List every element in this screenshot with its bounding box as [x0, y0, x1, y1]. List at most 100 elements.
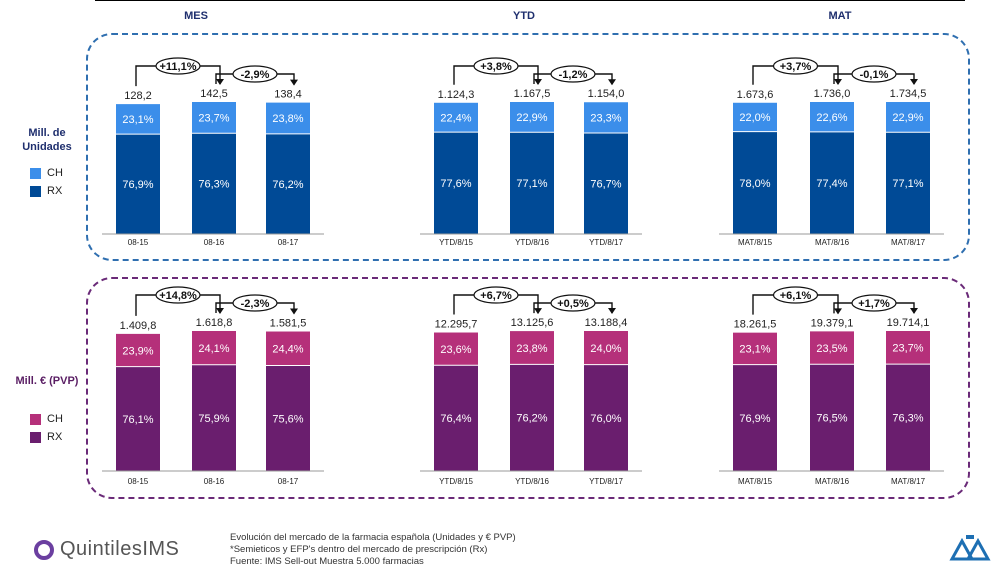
bar-rx — [192, 364, 236, 471]
total-label: 1.167,5 — [514, 88, 551, 100]
units-frame — [86, 33, 970, 261]
change-badge — [550, 294, 596, 312]
data-label-ch: 24,4% — [272, 344, 303, 356]
bar-rx — [192, 133, 236, 234]
data-label-rx: 76,4% — [440, 413, 471, 425]
data-label-ch: 24,1% — [198, 343, 229, 355]
data-label-ch: 23,9% — [122, 345, 153, 357]
value-frame — [86, 277, 970, 499]
bar-ch — [584, 102, 628, 133]
bar-rx — [810, 364, 854, 471]
tick-label: 08-16 — [204, 477, 225, 486]
tick-label: 08-16 — [204, 238, 225, 247]
section-title-ytd: YTD — [513, 10, 535, 22]
data-label-ch: 23,1% — [739, 344, 770, 356]
data-label-ch: 22,4% — [440, 112, 471, 124]
change-badge — [473, 57, 519, 75]
data-label-rx: 77,4% — [816, 178, 847, 190]
tick-label: MAT/8/15 — [738, 238, 773, 247]
bar-ch — [116, 333, 160, 367]
change-label: -2,3% — [241, 298, 270, 310]
change-badge — [772, 286, 819, 304]
change-badge — [851, 294, 897, 312]
data-label-ch: 22,9% — [516, 112, 547, 124]
footer-line-2: *Semieticos y EFP's dentro del mercado d… — [230, 544, 488, 555]
total-label: 18.261,5 — [734, 319, 777, 331]
top-rule — [95, 0, 965, 1]
bar-rx — [266, 133, 310, 234]
data-label-rx: 76,1% — [122, 414, 153, 426]
bar-rx — [886, 132, 930, 234]
legend-swatch — [30, 413, 41, 425]
change-badge — [772, 57, 819, 75]
bar-ch — [886, 102, 930, 133]
change-label: -2,9% — [241, 69, 270, 81]
arrow-head — [290, 79, 298, 86]
data-label-rx: 77,6% — [440, 178, 471, 190]
bar-ch — [510, 331, 554, 365]
change-label: +11,1% — [159, 61, 196, 73]
value-axis-title: Mill. € (PVP) — [15, 375, 79, 387]
legend-label: RX — [47, 185, 63, 197]
data-label-rx: 77,1% — [516, 178, 547, 190]
arrow-head — [534, 308, 542, 315]
tick-label: YTD/8/17 — [589, 238, 623, 247]
total-label: 1.154,0 — [588, 88, 625, 100]
association-logo-icon — [949, 535, 991, 561]
bar-ch — [810, 331, 854, 365]
data-label-ch: 23,1% — [122, 114, 153, 126]
change-label: -1,2% — [559, 69, 588, 81]
total-label: 1.673,6 — [737, 89, 774, 101]
change-label: +0,5% — [557, 298, 589, 310]
tick-label: YTD/8/15 — [439, 238, 473, 247]
change-badge — [232, 65, 278, 83]
tick-label: MAT/8/15 — [738, 477, 773, 486]
change-label: +1,7% — [858, 298, 890, 310]
change-label: +3,7% — [780, 61, 812, 73]
data-label-rx: 75,6% — [272, 413, 303, 425]
bar-ch — [266, 102, 310, 134]
footer-line-1: Evolución del mercado de la farmacia esp… — [230, 532, 516, 543]
arrow-head — [290, 308, 298, 315]
change-badge — [550, 65, 596, 83]
section-title-mat: MAT — [828, 10, 852, 22]
data-label-rx: 76,9% — [122, 179, 153, 191]
bar-rx — [733, 364, 777, 471]
bar-rx — [886, 364, 930, 471]
tick-label: YTD/8/16 — [515, 238, 549, 247]
change-badge — [155, 286, 201, 304]
data-label-rx: 76,3% — [198, 179, 229, 191]
bar-ch — [584, 331, 628, 365]
tick-label: MAT/8/16 — [815, 238, 850, 247]
tick-label: 08-15 — [128, 238, 149, 247]
total-label: 13.125,6 — [511, 317, 554, 329]
bar-ch — [810, 102, 854, 132]
bar-rx — [116, 366, 160, 471]
legend-rx-units: RX — [30, 185, 62, 197]
bar-rx — [266, 365, 310, 471]
data-label-ch: 24,0% — [590, 343, 621, 355]
data-label-rx: 76,0% — [590, 413, 621, 425]
total-label: 1.618,8 — [196, 317, 233, 329]
data-label-rx: 77,1% — [892, 178, 923, 190]
arrow-head — [216, 79, 224, 85]
tick-label: MAT/8/16 — [815, 477, 850, 486]
bar-ch — [116, 104, 160, 135]
tick-label: 08-17 — [278, 238, 299, 247]
total-label: 138,4 — [274, 89, 302, 101]
arrow-head — [608, 79, 616, 86]
total-label: 1.734,5 — [890, 88, 927, 100]
legend-label: RX — [47, 431, 63, 443]
legend-rx-value: RX — [30, 431, 62, 443]
total-label: 1.581,5 — [270, 318, 307, 330]
change-label: +6,1% — [780, 290, 812, 302]
section-title-mes: MES — [184, 10, 208, 22]
footer-line-3: Fuente: IMS Sell-out Muestra 5.000 farma… — [230, 556, 424, 567]
data-label-rx: 76,9% — [739, 413, 770, 425]
bar-ch — [192, 102, 236, 134]
charts-canvas: 76,9% 23,1% 128,2 08-15 76,3% 23,7% 142,5 08-16… — [102, 57, 944, 486]
units-axis-title: Mill. de Unidades — [22, 127, 72, 153]
logo-ring-icon — [34, 539, 54, 560]
total-label: 142,5 — [200, 88, 228, 100]
legend-swatch — [30, 167, 41, 179]
